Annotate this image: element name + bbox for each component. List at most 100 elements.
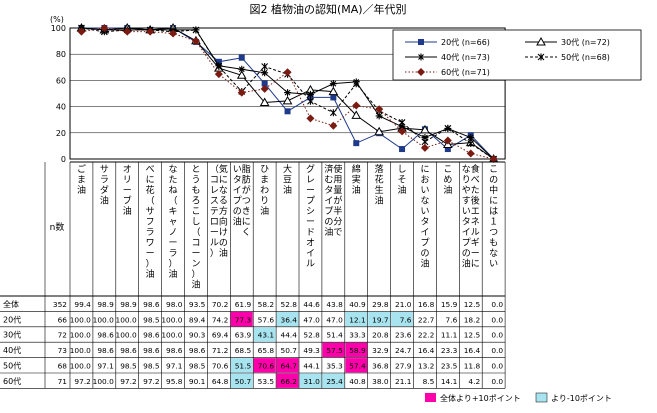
- category-label: 落花生油: [375, 163, 384, 207]
- data-point: [466, 149, 475, 158]
- table-cell: 99.4: [74, 300, 91, 309]
- table-cell: 0.0: [491, 331, 503, 340]
- table-cell: 64.7: [281, 362, 298, 371]
- data-point: [375, 112, 383, 120]
- table-cell: 98.5: [120, 362, 137, 371]
- highlight-low-cell: [230, 373, 253, 388]
- table-cell: 100.0: [70, 315, 91, 324]
- category-label: しそ油: [398, 164, 407, 196]
- data-point: [417, 53, 425, 61]
- y-tick-label: 40: [56, 103, 66, 112]
- data-point: [351, 110, 362, 119]
- table-cell: 98.6: [143, 331, 160, 340]
- table-cell: 0.0: [491, 362, 503, 371]
- legend-label: 40代 (n=73): [441, 52, 490, 62]
- data-point: [191, 36, 200, 45]
- table-cell: 0.0: [491, 377, 503, 386]
- table-cell: 43.1: [258, 331, 275, 340]
- data-point: [215, 63, 223, 71]
- y-tick-label: 60: [56, 76, 66, 85]
- table-cell: 53.5: [258, 377, 275, 386]
- data-point: [306, 114, 315, 123]
- table-cell: 74.2: [212, 315, 228, 324]
- n-header: n数: [50, 221, 65, 233]
- row-label: 40代: [3, 345, 21, 355]
- table-cell: 98.6: [97, 346, 114, 355]
- legend-label: 60代 (n=71): [441, 67, 490, 77]
- category-label: 使用量が半分で済むタイプの油: [324, 163, 342, 238]
- category-label: この中には１つもない: [489, 165, 498, 270]
- category-label: 綿実油: [352, 163, 361, 196]
- highlight-low-cell: [230, 358, 253, 373]
- data-point: [282, 95, 293, 105]
- legend-label: 30代 (n=72): [561, 37, 610, 47]
- table-cell: 36.8: [372, 362, 389, 371]
- table-cell: 50.7: [235, 377, 252, 386]
- data-point: [399, 146, 406, 153]
- data-point: [214, 70, 223, 79]
- table-cell: 57.5: [326, 346, 343, 355]
- table-cell: 63.9: [235, 331, 252, 340]
- table-cell: 97.1: [166, 362, 183, 371]
- table-cell: 13.2: [418, 362, 434, 371]
- data-point: [444, 124, 452, 132]
- data-point: [329, 80, 337, 88]
- table-cell: 25.4: [326, 377, 343, 386]
- table-cell: 100.0: [70, 331, 91, 340]
- row-n: 71: [58, 377, 68, 386]
- table-cell: 8.5: [423, 377, 435, 386]
- data-point: [537, 53, 545, 61]
- table-cell: 97.2: [120, 377, 136, 386]
- table-cell: 22.2: [418, 331, 434, 340]
- table-cell: 47.0: [303, 315, 320, 324]
- data-point: [398, 118, 406, 126]
- category-label: 食べた後エネルギーになりやすいタイプの油: [462, 163, 480, 270]
- table-cell: 98.6: [166, 346, 183, 355]
- table-cell: 95.8: [166, 377, 183, 386]
- table-cell: 18.2: [464, 315, 480, 324]
- table-cell: 98.6: [143, 300, 160, 309]
- y-tick-label: 0: [61, 155, 66, 164]
- table-cell: 100.0: [70, 346, 91, 355]
- data-point: [536, 36, 546, 46]
- table-cell: 98.6: [120, 346, 137, 355]
- data-point: [353, 140, 360, 147]
- table-cell: 71.2: [212, 346, 228, 355]
- swatch-high: [425, 393, 436, 402]
- data-point: [215, 58, 222, 65]
- data-point: [261, 69, 269, 77]
- table-cell: 61.9: [235, 300, 252, 309]
- highlight-low-cell: [276, 311, 299, 327]
- table-cell: 97.1: [97, 362, 114, 371]
- swatch-low: [535, 392, 548, 403]
- row-label: 20代: [3, 314, 21, 324]
- row-n: 68: [58, 362, 68, 371]
- data-point: [238, 54, 245, 61]
- category-label: グレープシードオイル: [306, 163, 315, 270]
- table-cell: 98.6: [143, 346, 160, 355]
- table-cell: 77.3: [235, 315, 252, 324]
- y-tick-label: 80: [56, 50, 66, 59]
- table-cell: 7.6: [446, 315, 458, 324]
- data-point: [467, 140, 475, 148]
- table-cell: 97.2: [143, 377, 159, 386]
- category-label: においないタイプの油: [420, 164, 429, 270]
- table-cell: 50.7: [281, 346, 298, 355]
- row-n: 352: [53, 300, 67, 309]
- table-cell: 68.5: [235, 346, 252, 355]
- highlight-high-cell: [345, 358, 368, 373]
- data-point: [238, 65, 246, 73]
- data-point: [420, 143, 429, 152]
- table-cell: 12.5: [464, 300, 481, 309]
- table-cell: 33.3: [349, 331, 366, 340]
- data-point: [398, 127, 407, 136]
- table-cell: 98.6: [189, 346, 206, 355]
- row-n: 73: [58, 346, 68, 355]
- data-point: [420, 124, 430, 134]
- data-point: [283, 68, 292, 77]
- table-cell: 19.7: [372, 315, 389, 324]
- table-cell: 100.0: [161, 331, 182, 340]
- table-cell: 100.0: [161, 315, 182, 324]
- foot-high: 全体より+10ポイント: [440, 393, 521, 403]
- table-cell: 40.8: [349, 377, 366, 386]
